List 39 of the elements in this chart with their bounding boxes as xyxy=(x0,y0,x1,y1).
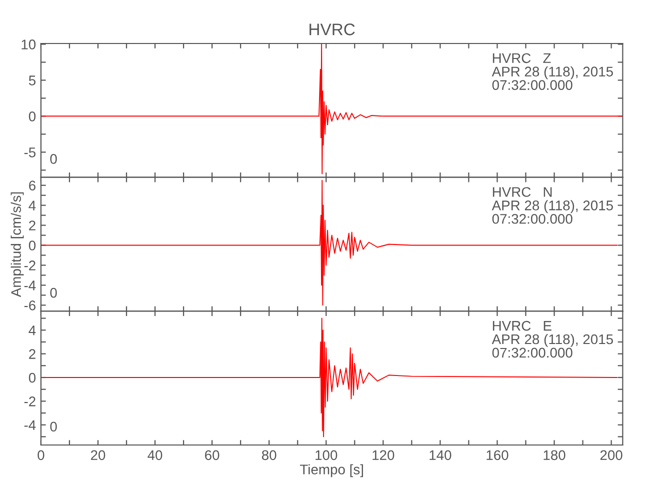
x-tick-label: 80 xyxy=(262,450,276,460)
annotation: 0 xyxy=(50,288,57,298)
line-series xyxy=(40,44,623,174)
y-tick-label: 0 xyxy=(28,372,36,383)
line-series xyxy=(40,180,618,306)
y-tick-label: 4 xyxy=(28,200,36,210)
y-tick-label: 0 xyxy=(28,240,36,250)
y-tick-label: -2 xyxy=(24,396,36,406)
annotation: HVRC Z APR 28 (118), 2015 07:32:00.000 xyxy=(492,53,613,90)
y-tick-label: 2 xyxy=(29,220,36,230)
y-tick-label: -4 xyxy=(24,420,36,430)
chart-title: HVRC xyxy=(310,24,355,36)
x-tick-label: 20 xyxy=(90,450,106,460)
y-axis-title: Amplitud [cm/s/s] xyxy=(10,192,24,298)
annotation: 0 xyxy=(50,422,57,432)
y-tick-label: 0 xyxy=(28,112,36,122)
x-tick-label: 60 xyxy=(205,450,220,460)
y-tick-label: -2 xyxy=(24,260,36,270)
annotation: HVRC E APR 28 (118), 2015 07:32:00.000 xyxy=(492,320,613,358)
y-tick-label: -4 xyxy=(24,280,36,290)
y-tick-label: -6 xyxy=(24,300,36,310)
x-tick-label: 120 xyxy=(372,450,394,460)
x-tick-label: 140 xyxy=(430,450,452,460)
y-tick-label: 2 xyxy=(29,349,36,359)
x-tick-label: 40 xyxy=(148,450,162,460)
x-tick-label: 100 xyxy=(316,450,338,460)
y-tick-label: 5 xyxy=(28,76,36,86)
annotation: 0 xyxy=(50,154,57,164)
annotation: HVRC N APR 28 (118), 2015 07:32:00.000 xyxy=(492,187,613,224)
x-axis-title: Tiempo [s] xyxy=(300,464,363,478)
x-tick-label: 200 xyxy=(600,450,622,460)
x-tick-label: 160 xyxy=(486,450,508,460)
y-tick-label: 4 xyxy=(28,326,36,336)
x-tick-label: 180 xyxy=(544,450,566,460)
line-series xyxy=(40,318,618,438)
y-tick-label: 6 xyxy=(29,180,36,190)
x-tick-label: 0 xyxy=(38,450,44,460)
y-tick-label: -5 xyxy=(24,148,36,158)
y-tick-label: 10 xyxy=(22,40,36,50)
